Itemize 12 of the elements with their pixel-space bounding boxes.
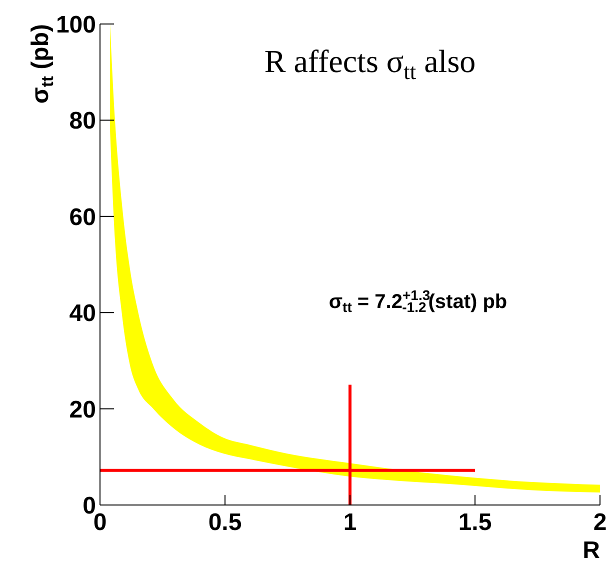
x-tick-label: 0.5 [208,509,242,536]
x-axis-title: R [582,537,600,564]
y-tick-label: 80 [69,108,96,135]
y-tick-label: 60 [69,204,96,231]
annotation: σ$_{tt}$ = 7.2$^{+1.3}$$_{-1.2}$(stat) pb [328,286,508,316]
x-tick-label: 2 [593,509,607,536]
y-tick-label: 20 [69,396,96,424]
x-tick-label: 1 [343,509,357,536]
x-tick-label: 1.5 [458,509,492,536]
y-tick-label: 40 [69,300,96,328]
text: R affects σ$_{tt}$ also [264,43,476,84]
y-tick-label: 100 [56,12,96,39]
